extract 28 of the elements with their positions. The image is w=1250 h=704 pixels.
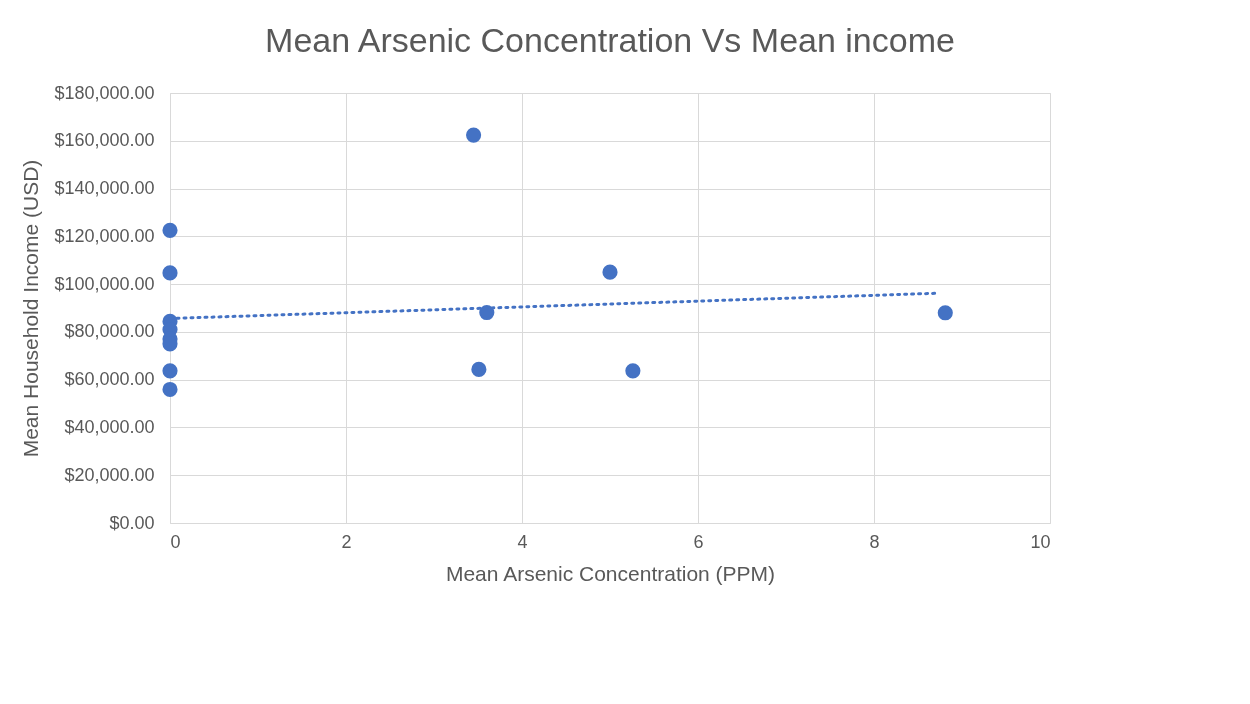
point bbox=[162, 265, 178, 281]
y-tick-label: $180,000.00 bbox=[54, 82, 155, 103]
y-tick-label: $100,000.00 bbox=[54, 273, 155, 294]
x-tick-label: 6 bbox=[693, 531, 704, 552]
y-tick-label: $120,000.00 bbox=[54, 225, 155, 246]
point bbox=[937, 305, 953, 321]
x-axis-title: Mean Arsenic Concentration (PPM) bbox=[445, 561, 776, 585]
y-tick-label: $140,000.00 bbox=[54, 178, 155, 199]
y-tick-label: $20,000.00 bbox=[64, 464, 155, 485]
x-tick-label: 8 bbox=[869, 531, 880, 552]
point bbox=[162, 222, 178, 238]
y-tick-label: $60,000.00 bbox=[64, 369, 155, 390]
y-tick-label: $160,000.00 bbox=[54, 130, 155, 151]
y-tick-label: $0.00 bbox=[109, 512, 155, 533]
x-tick-label: 10 bbox=[1030, 531, 1051, 552]
point bbox=[602, 264, 618, 280]
x-tick-label: 0 bbox=[170, 531, 181, 552]
chart-title: Mean Arsenic Concentration Vs Mean income bbox=[265, 21, 955, 59]
x-tick-label: 4 bbox=[517, 531, 528, 552]
y-tick-label: $40,000.00 bbox=[64, 416, 155, 437]
x-tick-label: 2 bbox=[341, 531, 352, 552]
point bbox=[162, 363, 178, 379]
y-tick-label: $80,000.00 bbox=[64, 321, 155, 342]
point bbox=[471, 361, 487, 377]
point bbox=[162, 381, 178, 398]
y-axis-title: Mean Household Income (USD) bbox=[19, 159, 43, 458]
point bbox=[625, 363, 641, 379]
point bbox=[466, 127, 482, 143]
